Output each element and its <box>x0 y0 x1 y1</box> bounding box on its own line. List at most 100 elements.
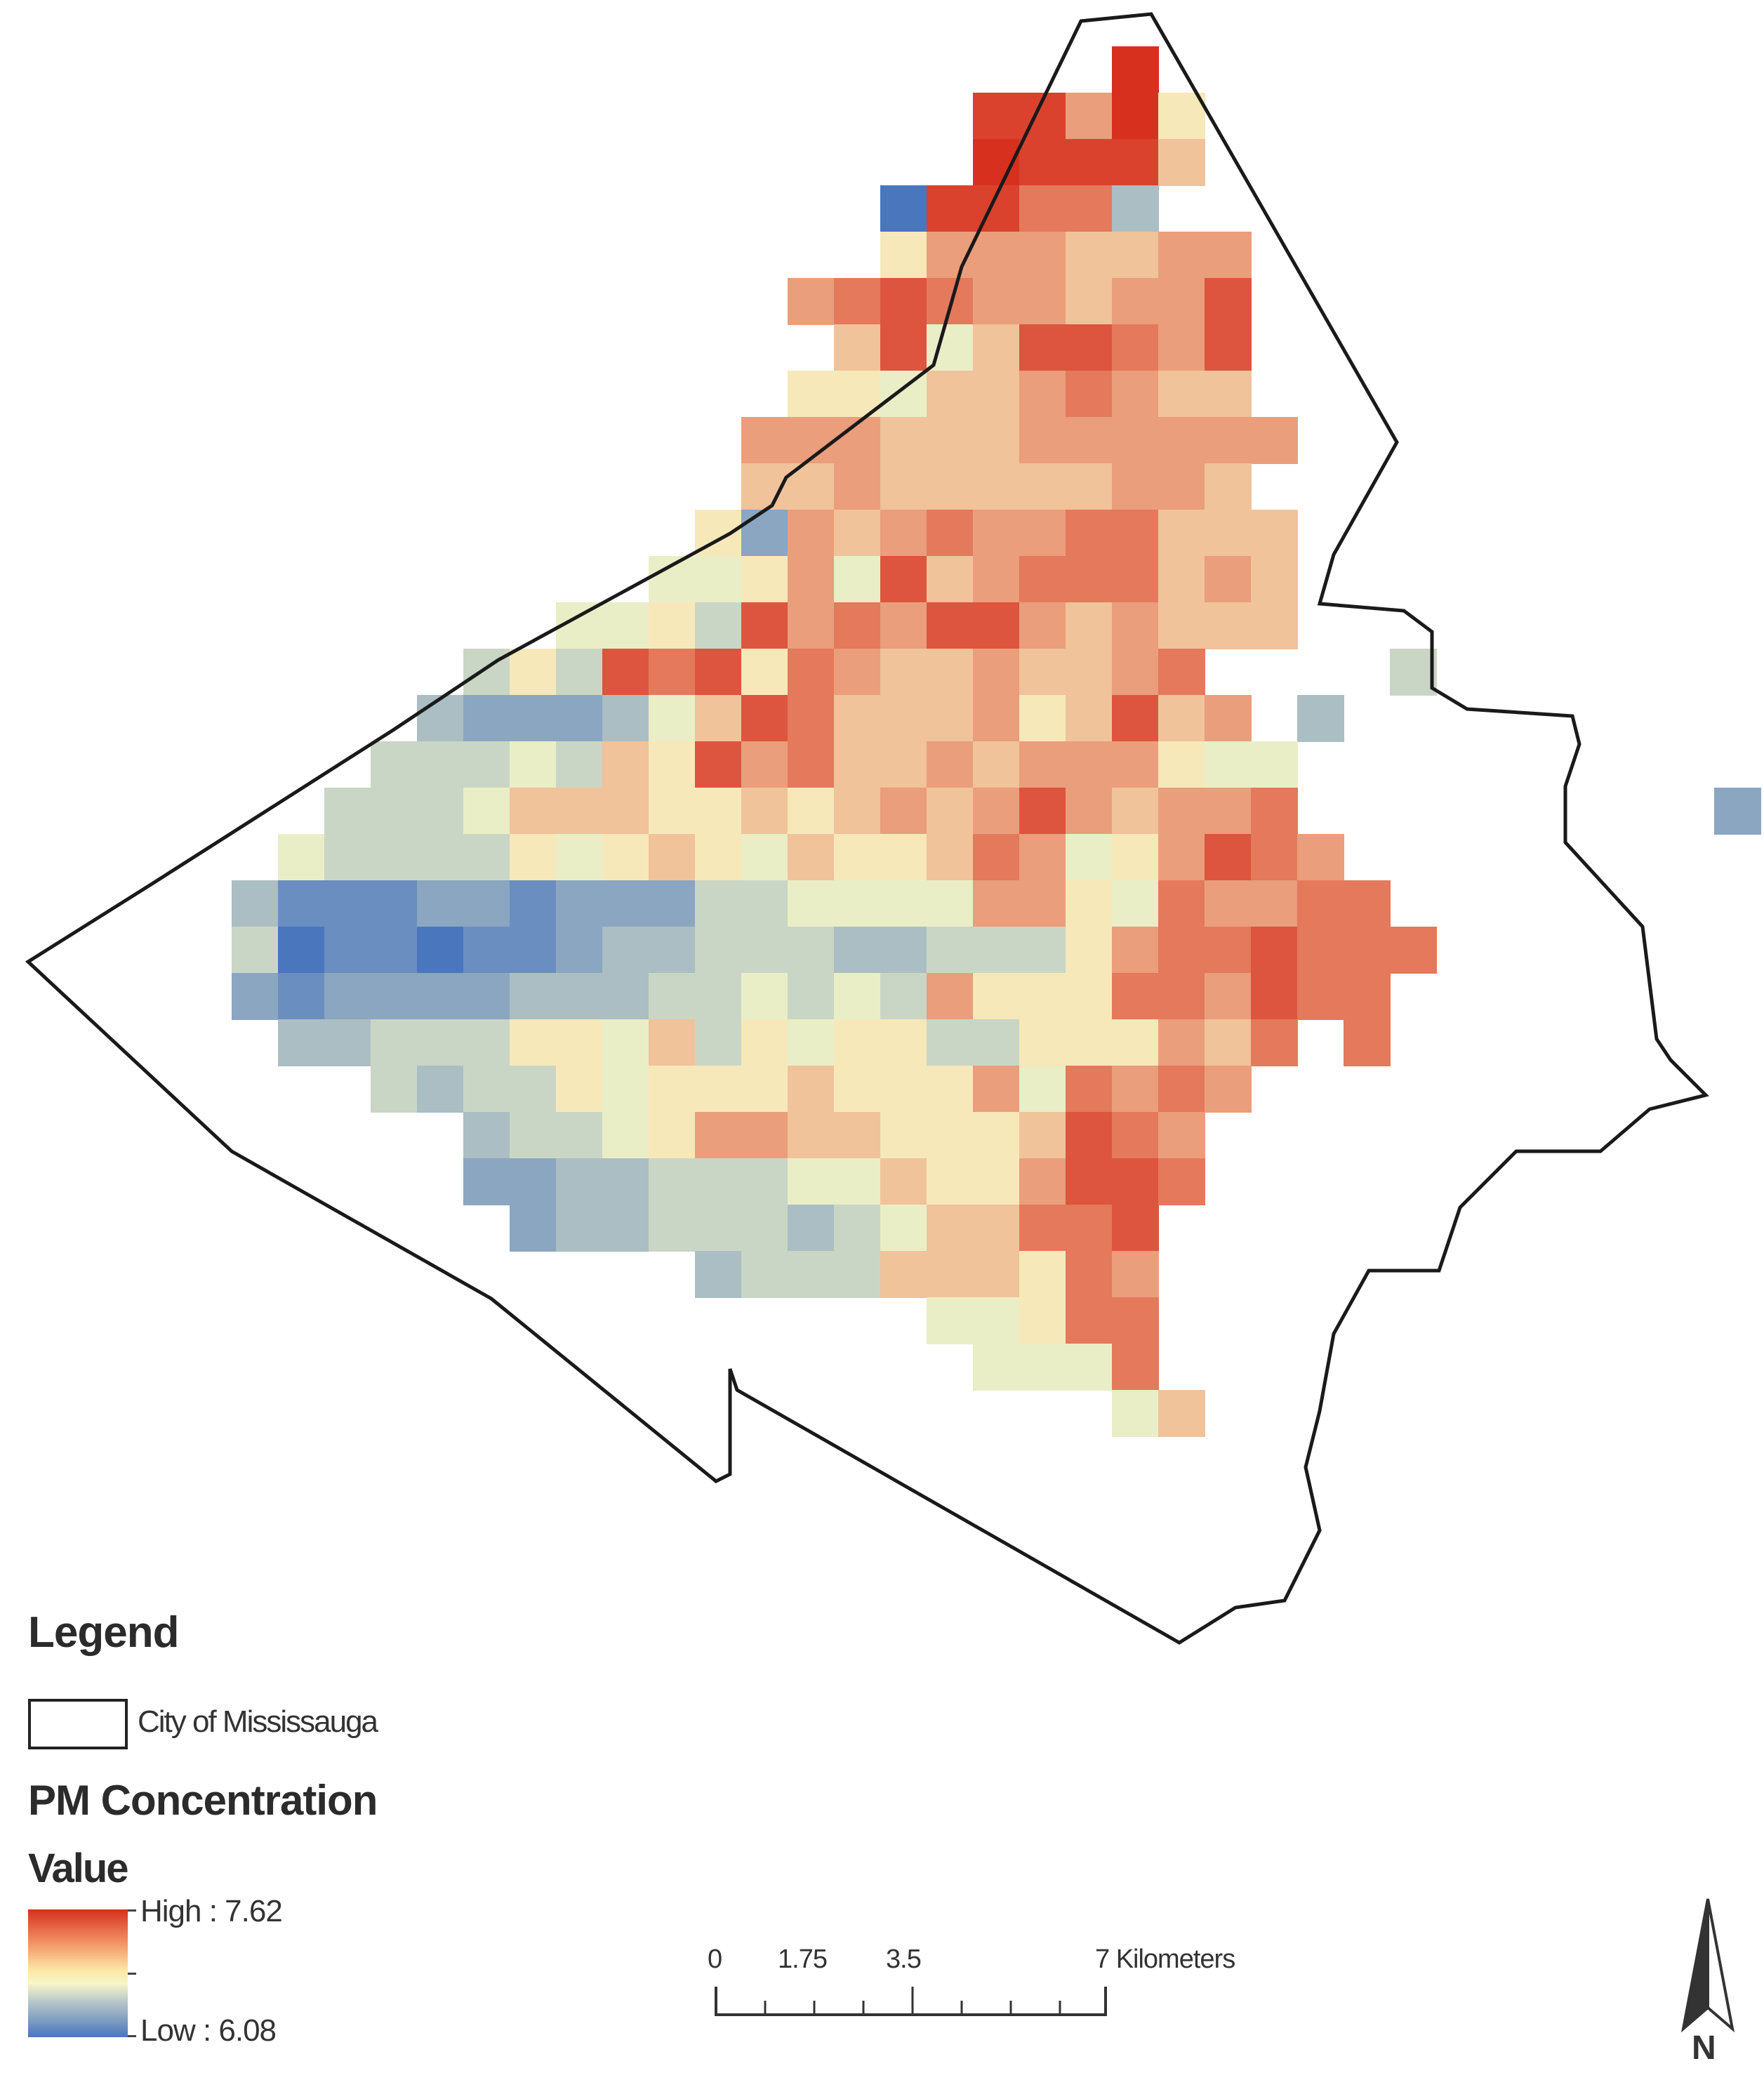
pm-cell <box>741 834 788 881</box>
pm-cell <box>371 834 418 881</box>
pm-cell <box>788 1205 835 1252</box>
pm-cell <box>973 371 1020 418</box>
pm-cell <box>1066 973 1113 1020</box>
pm-cell <box>510 973 557 1020</box>
pm-cell <box>1205 695 1252 742</box>
pm-cell <box>1066 741 1113 788</box>
pm-cell <box>788 556 835 603</box>
pm-cell <box>973 602 1020 649</box>
pm-cell <box>1112 1390 1159 1437</box>
pm-cell <box>741 510 788 557</box>
pm-cell <box>927 1297 974 1344</box>
pm-cell <box>1205 741 1252 788</box>
pm-cell <box>1158 927 1205 974</box>
pm-cell <box>1205 417 1252 464</box>
pm-cell <box>927 927 974 974</box>
pm-cell <box>741 788 788 835</box>
pm-cell <box>1251 1019 1298 1066</box>
pm-cell <box>834 927 881 974</box>
pm-cell <box>1205 278 1252 325</box>
pm-cell <box>649 973 696 1020</box>
pm-cell <box>649 649 696 696</box>
pm-cell <box>1112 1344 1159 1391</box>
pm-cell <box>1112 93 1159 140</box>
pm-cell <box>973 1344 1020 1391</box>
legend-title: Legend <box>28 1608 179 1657</box>
pm-cell <box>973 232 1020 279</box>
pm-cell <box>463 973 510 1020</box>
pm-cell <box>602 880 649 927</box>
pm-cell <box>417 788 464 835</box>
pm-cell <box>1251 973 1298 1020</box>
pm-cell <box>880 371 927 418</box>
city-boundary <box>25 12 1709 1645</box>
pm-cell <box>1019 1251 1066 1298</box>
pm-cell <box>788 602 835 649</box>
pm-cell <box>973 1066 1020 1113</box>
pm-cell <box>788 788 835 835</box>
pm-cell <box>788 741 835 788</box>
pm-cell <box>1205 927 1252 974</box>
pm-cell <box>880 556 927 603</box>
pm-cell <box>834 1251 881 1298</box>
ramp-low-label: Low : 6.08 <box>140 2013 277 2048</box>
pm-cell <box>1205 834 1252 881</box>
pm-cell <box>973 463 1020 510</box>
pm-cell <box>371 973 418 1020</box>
pm-cell <box>1019 788 1066 835</box>
pm-cell <box>695 834 742 881</box>
pm-cell <box>695 880 742 927</box>
pm-cell <box>880 1205 927 1252</box>
pm-cell <box>1251 834 1298 881</box>
pm-cell <box>1112 927 1159 974</box>
pm-cell <box>1019 1066 1066 1113</box>
pm-cell <box>741 602 788 649</box>
pm-cell <box>324 973 371 1020</box>
pm-cell <box>1112 741 1159 788</box>
pm-cell <box>556 1066 603 1113</box>
pm-cell <box>510 741 557 788</box>
pm-cell <box>417 695 464 742</box>
pm-cell <box>510 880 557 927</box>
pm-cell <box>371 1019 418 1066</box>
pm-cell <box>417 1019 464 1066</box>
pm-cell <box>973 1112 1020 1159</box>
pm-cell <box>1158 1066 1205 1113</box>
pm-cell <box>324 834 371 881</box>
pm-cell <box>973 278 1020 325</box>
pm-cell <box>788 1251 835 1298</box>
pm-cell <box>463 1112 510 1159</box>
pm-cell <box>973 695 1020 742</box>
pm-cell <box>1112 556 1159 603</box>
pm-cell <box>1112 1019 1159 1066</box>
pm-cell <box>649 880 696 927</box>
pm-cell <box>1158 649 1205 696</box>
pm-cell <box>695 1251 742 1298</box>
pm-cell <box>695 1205 742 1252</box>
pm-cell <box>371 741 418 788</box>
pm-cell <box>1205 788 1252 835</box>
pm-cell <box>834 649 881 696</box>
pm-cell <box>1205 973 1252 1020</box>
pm-cell <box>834 973 881 1020</box>
pm-cell <box>1066 1112 1113 1159</box>
pm-cell <box>927 880 974 927</box>
pm-cell <box>741 1019 788 1066</box>
pm-cell <box>788 1066 835 1113</box>
pm-cell <box>463 1066 510 1113</box>
pm-cell <box>927 834 974 881</box>
pm-cell <box>1112 1297 1159 1344</box>
pm-cell <box>880 741 927 788</box>
pm-cell <box>1066 1344 1113 1391</box>
pm-cell <box>649 1158 696 1205</box>
pm-cell <box>1066 927 1113 974</box>
pm-cell <box>278 927 325 974</box>
pm-cell <box>463 1019 510 1066</box>
pm-cell <box>1112 1112 1159 1159</box>
pm-cell <box>1158 973 1205 1020</box>
pm-cell <box>1251 602 1298 649</box>
pm-cell <box>649 788 696 835</box>
pm-cell <box>741 649 788 696</box>
pm-cell <box>927 1251 974 1298</box>
pm-cell <box>602 1019 649 1066</box>
